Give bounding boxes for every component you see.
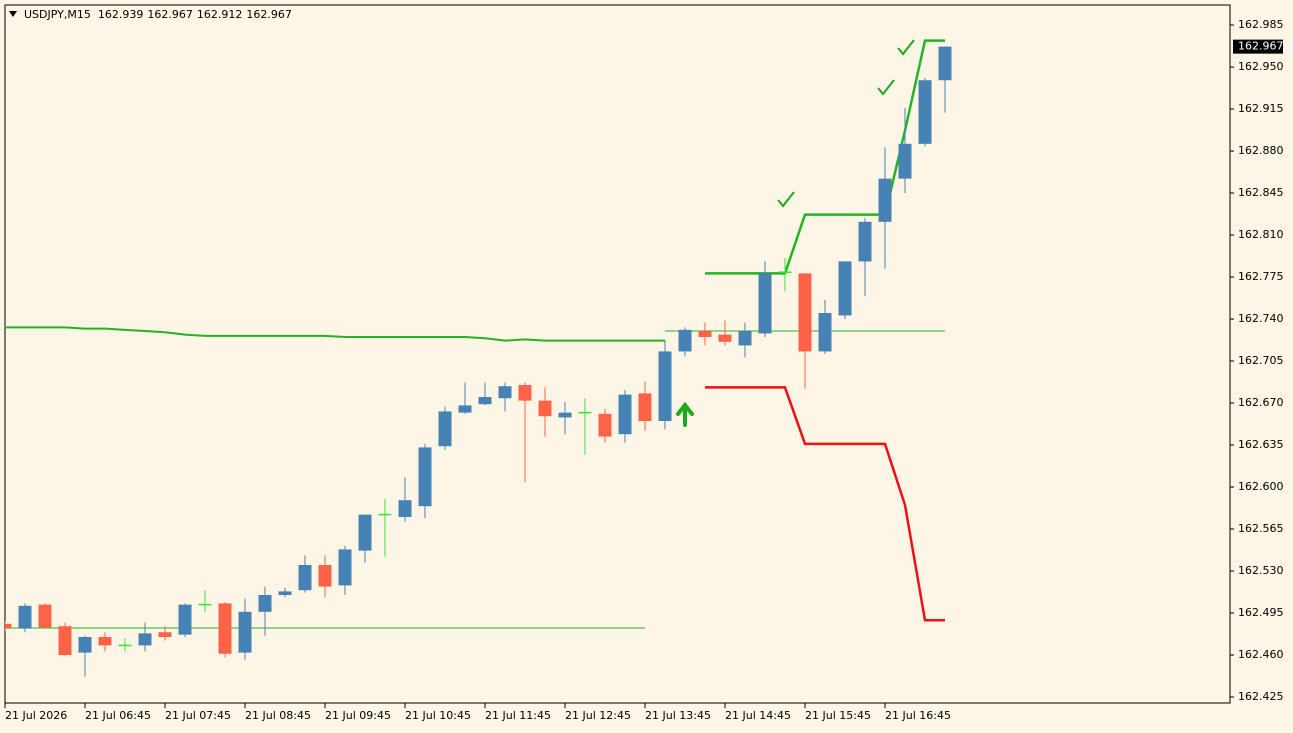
- y-tick-label: 162.915: [1238, 102, 1284, 115]
- candle-body: [678, 329, 692, 352]
- candle-body: [498, 386, 512, 399]
- x-tick-label: 21 Jul 13:45: [645, 709, 711, 722]
- candle-body: [758, 273, 772, 334]
- candle-body: [5, 623, 12, 629]
- candle-body: [158, 632, 172, 638]
- x-tick-label: 21 Jul 09:45: [325, 709, 391, 722]
- check-mark: [897, 39, 915, 56]
- candle-body: [298, 565, 312, 591]
- y-tick-label: 162.950: [1238, 60, 1284, 73]
- candle-body: [438, 411, 452, 447]
- x-tick-label: 21 Jul 08:45: [245, 709, 311, 722]
- candle-body: [558, 412, 572, 418]
- header-open: 162.939: [98, 8, 144, 21]
- x-tick-label: 21 Jul 11:45: [485, 709, 551, 722]
- indicator-line: [705, 386, 945, 622]
- x-tick-label: 21 Jul 16:45: [885, 709, 951, 722]
- candle-body: [878, 178, 892, 222]
- candle-body: [538, 400, 552, 417]
- candle-body: [518, 385, 532, 401]
- header-high: 162.967: [147, 8, 193, 21]
- y-tick-label: 162.810: [1238, 228, 1284, 241]
- x-tick-label: 21 Jul 07:45: [165, 709, 231, 722]
- candle-body: [18, 605, 32, 629]
- y-tick-label: 162.670: [1238, 396, 1284, 409]
- y-tick-label: 162.880: [1238, 144, 1284, 157]
- header-close: 162.967: [246, 8, 292, 21]
- x-tick-label: 21 Jul 2026: [5, 709, 67, 722]
- candle-body: [278, 591, 292, 596]
- y-tick-label: 162.460: [1238, 648, 1284, 661]
- candle-body: [838, 261, 852, 316]
- y-tick-label: 162.635: [1238, 438, 1284, 451]
- candle-body: [178, 604, 192, 635]
- check-mark: [777, 191, 795, 208]
- candle-body: [598, 413, 612, 437]
- candle-body: [738, 331, 752, 346]
- header-low: 162.912: [197, 8, 243, 21]
- candle-body: [138, 633, 152, 646]
- candle-body: [218, 603, 232, 654]
- price-tag: 162.967: [1238, 40, 1284, 53]
- candle-body: [638, 393, 652, 422]
- candle-body: [938, 46, 952, 81]
- candle-body: [898, 143, 912, 179]
- candle-body: [418, 447, 432, 507]
- y-tick-label: 162.705: [1238, 354, 1284, 367]
- chart-header: USDJPY,M15 162.939 162.967 162.912 162.967: [24, 8, 292, 21]
- candle-body: [58, 626, 72, 656]
- candle-body: [478, 397, 492, 405]
- candle-body: [458, 405, 472, 413]
- indicator-line: [5, 326, 665, 342]
- candle-body: [718, 334, 732, 342]
- y-tick-label: 162.740: [1238, 312, 1284, 325]
- plot-marks: [5, 39, 952, 677]
- candle-body: [918, 80, 932, 144]
- y-tick-label: 162.775: [1238, 270, 1284, 283]
- y-tick-label: 162.845: [1238, 186, 1284, 199]
- y-tick-label: 162.565: [1238, 522, 1284, 535]
- candle-body: [398, 500, 412, 518]
- candle-body: [658, 351, 672, 422]
- candle-body: [318, 565, 332, 587]
- axes: 162.985 162.950 162.915 162.880 162.845 162.8…: [4, 18, 1284, 722]
- candle-body: [618, 394, 632, 435]
- candle-body: [818, 313, 832, 352]
- candle-body: [338, 549, 352, 586]
- candle-body: [698, 331, 712, 338]
- y-tick-label: 162.530: [1238, 564, 1284, 577]
- buy-arrow: [676, 401, 694, 427]
- candle-body: [258, 595, 272, 612]
- candle-body: [858, 221, 872, 262]
- check-mark: [877, 79, 895, 96]
- candle-body: [358, 514, 372, 551]
- candle-body: [798, 273, 812, 352]
- candle-body: [238, 611, 252, 653]
- candle-body: [98, 637, 112, 646]
- menu-triangle[interactable]: [9, 11, 17, 17]
- price-tag-bg: [1233, 39, 1283, 54]
- x-tick-label: 21 Jul 10:45: [405, 709, 471, 722]
- y-tick-label: 162.495: [1238, 606, 1284, 619]
- candle-body: [78, 637, 92, 653]
- x-tick-label: 21 Jul 14:45: [725, 709, 791, 722]
- y-tick-label: 162.425: [1238, 690, 1284, 703]
- candle-body: [38, 604, 52, 628]
- plot-area: [4, 4, 1231, 704]
- x-tick-label: 21 Jul 12:45: [565, 709, 631, 722]
- symbol: USDJPY,M15: [24, 8, 91, 21]
- x-tick-label: 21 Jul 15:45: [805, 709, 871, 722]
- y-tick-label: 162.985: [1238, 18, 1284, 31]
- x-tick-label: 21 Jul 06:45: [85, 709, 151, 722]
- y-tick-label: 162.600: [1238, 480, 1284, 493]
